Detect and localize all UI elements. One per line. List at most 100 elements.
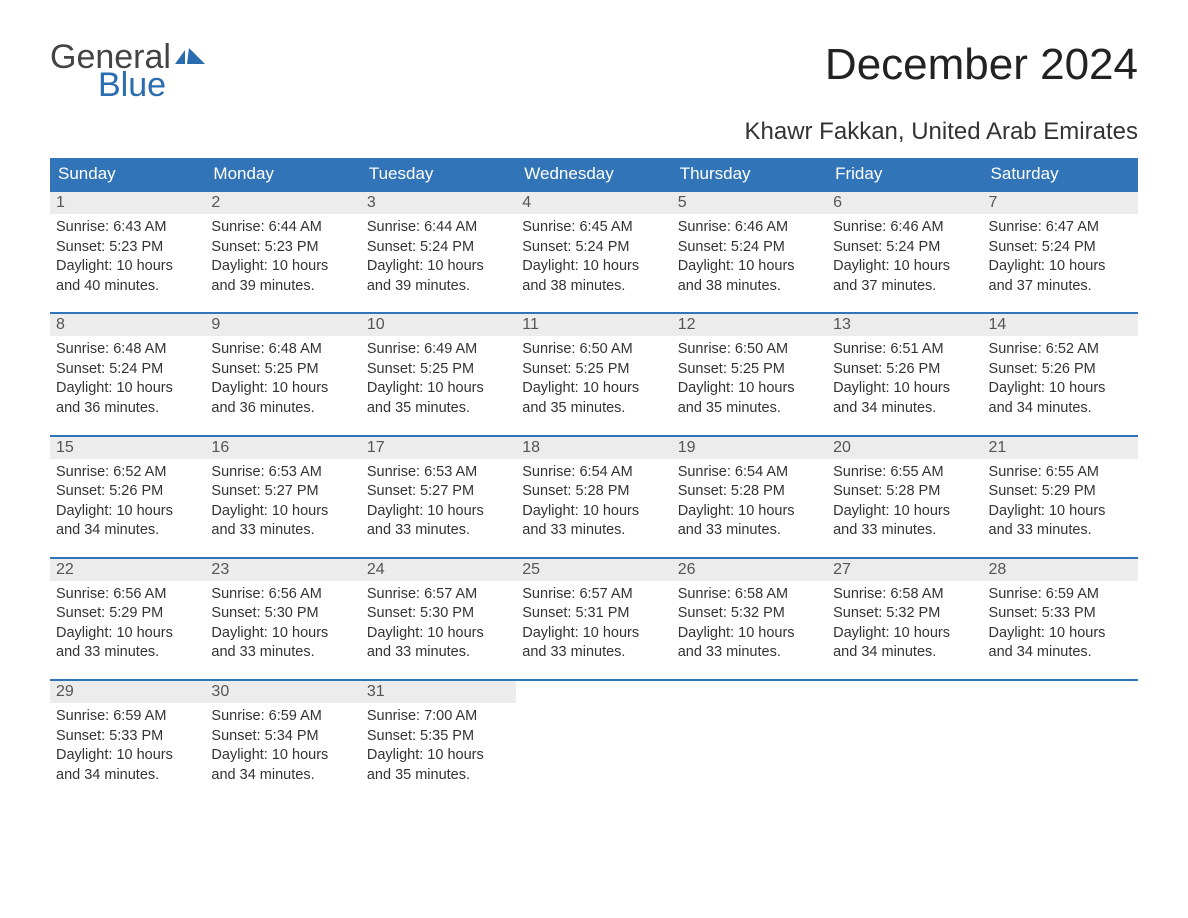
day-line-sr: Sunrise: 6:53 AM (211, 463, 354, 483)
day-line-d1: Daylight: 10 hours (678, 624, 821, 644)
day-line-d1: Daylight: 10 hours (211, 624, 354, 644)
day-details: Sunrise: 6:46 AMSunset: 5:24 PMDaylight:… (827, 214, 982, 302)
day-line-ss: Sunset: 5:32 PM (678, 604, 821, 624)
day-cell: 1Sunrise: 6:43 AMSunset: 5:23 PMDaylight… (50, 192, 205, 302)
day-cell: 2Sunrise: 6:44 AMSunset: 5:23 PMDaylight… (205, 192, 360, 302)
day-line-sr: Sunrise: 6:59 AM (56, 707, 199, 727)
day-number: 5 (672, 192, 827, 214)
day-details: Sunrise: 6:58 AMSunset: 5:32 PMDaylight:… (672, 581, 827, 669)
day-line-d2: and 40 minutes. (56, 277, 199, 297)
day-details: Sunrise: 6:52 AMSunset: 5:26 PMDaylight:… (50, 459, 205, 547)
day-details: Sunrise: 6:47 AMSunset: 5:24 PMDaylight:… (983, 214, 1138, 302)
day-line-sr: Sunrise: 6:50 AM (522, 340, 665, 360)
day-line-d1: Daylight: 10 hours (211, 746, 354, 766)
day-line-sr: Sunrise: 6:51 AM (833, 340, 976, 360)
day-line-ss: Sunset: 5:24 PM (989, 238, 1132, 258)
day-number: 25 (516, 559, 671, 581)
day-number: 29 (50, 681, 205, 703)
day-line-d2: and 33 minutes. (522, 643, 665, 663)
day-cell: 8Sunrise: 6:48 AMSunset: 5:24 PMDaylight… (50, 314, 205, 424)
day-number: 22 (50, 559, 205, 581)
day-line-ss: Sunset: 5:24 PM (833, 238, 976, 258)
day-line-d2: and 33 minutes. (522, 521, 665, 541)
day-line-sr: Sunrise: 6:48 AM (211, 340, 354, 360)
day-line-ss: Sunset: 5:26 PM (833, 360, 976, 380)
day-line-ss: Sunset: 5:24 PM (678, 238, 821, 258)
day-line-d1: Daylight: 10 hours (367, 257, 510, 277)
day-line-ss: Sunset: 5:24 PM (367, 238, 510, 258)
week-row: 29Sunrise: 6:59 AMSunset: 5:33 PMDayligh… (50, 679, 1138, 791)
day-line-d2: and 33 minutes. (56, 643, 199, 663)
logo-word2: Blue (50, 68, 205, 102)
day-line-sr: Sunrise: 6:58 AM (833, 585, 976, 605)
day-number: 15 (50, 437, 205, 459)
day-details: Sunrise: 6:53 AMSunset: 5:27 PMDaylight:… (205, 459, 360, 547)
day-details: Sunrise: 6:59 AMSunset: 5:33 PMDaylight:… (983, 581, 1138, 669)
day-line-ss: Sunset: 5:25 PM (678, 360, 821, 380)
day-details: Sunrise: 7:00 AMSunset: 5:35 PMDaylight:… (361, 703, 516, 791)
empty-cell (827, 681, 982, 791)
day-line-ss: Sunset: 5:23 PM (211, 238, 354, 258)
day-line-sr: Sunrise: 6:54 AM (522, 463, 665, 483)
day-line-d2: and 33 minutes. (678, 521, 821, 541)
day-line-d1: Daylight: 10 hours (989, 379, 1132, 399)
day-line-d2: and 38 minutes. (678, 277, 821, 297)
day-line-d2: and 38 minutes. (522, 277, 665, 297)
day-line-d1: Daylight: 10 hours (678, 257, 821, 277)
day-number: 1 (50, 192, 205, 214)
day-number: 16 (205, 437, 360, 459)
day-details: Sunrise: 6:56 AMSunset: 5:30 PMDaylight:… (205, 581, 360, 669)
day-line-sr: Sunrise: 6:48 AM (56, 340, 199, 360)
day-line-d1: Daylight: 10 hours (367, 624, 510, 644)
day-line-d2: and 33 minutes. (367, 521, 510, 541)
day-line-d1: Daylight: 10 hours (211, 502, 354, 522)
day-number: 14 (983, 314, 1138, 336)
day-line-d1: Daylight: 10 hours (367, 746, 510, 766)
day-cell: 29Sunrise: 6:59 AMSunset: 5:33 PMDayligh… (50, 681, 205, 791)
day-cell: 12Sunrise: 6:50 AMSunset: 5:25 PMDayligh… (672, 314, 827, 424)
day-line-sr: Sunrise: 6:56 AM (56, 585, 199, 605)
day-line-sr: Sunrise: 6:46 AM (678, 218, 821, 238)
weekday-header: Tuesday (361, 158, 516, 190)
day-line-ss: Sunset: 5:26 PM (56, 482, 199, 502)
week-row: 1Sunrise: 6:43 AMSunset: 5:23 PMDaylight… (50, 190, 1138, 302)
day-number: 24 (361, 559, 516, 581)
day-line-sr: Sunrise: 6:57 AM (522, 585, 665, 605)
day-line-sr: Sunrise: 6:59 AM (989, 585, 1132, 605)
day-line-ss: Sunset: 5:28 PM (833, 482, 976, 502)
day-line-ss: Sunset: 5:28 PM (522, 482, 665, 502)
day-details: Sunrise: 6:54 AMSunset: 5:28 PMDaylight:… (516, 459, 671, 547)
day-line-ss: Sunset: 5:31 PM (522, 604, 665, 624)
day-line-d2: and 34 minutes. (833, 643, 976, 663)
day-line-ss: Sunset: 5:27 PM (211, 482, 354, 502)
day-cell: 15Sunrise: 6:52 AMSunset: 5:26 PMDayligh… (50, 437, 205, 547)
day-details: Sunrise: 6:43 AMSunset: 5:23 PMDaylight:… (50, 214, 205, 302)
day-number: 4 (516, 192, 671, 214)
empty-cell (983, 681, 1138, 791)
week-row: 8Sunrise: 6:48 AMSunset: 5:24 PMDaylight… (50, 312, 1138, 424)
day-number: 3 (361, 192, 516, 214)
day-cell: 4Sunrise: 6:45 AMSunset: 5:24 PMDaylight… (516, 192, 671, 302)
day-line-sr: Sunrise: 6:57 AM (367, 585, 510, 605)
day-line-d2: and 35 minutes. (367, 766, 510, 786)
day-line-ss: Sunset: 5:24 PM (522, 238, 665, 258)
day-line-sr: Sunrise: 6:49 AM (367, 340, 510, 360)
day-cell: 5 Sunrise: 6:46 AMSunset: 5:24 PMDaylight… (672, 192, 827, 302)
day-details: Sunrise: 6:55 AMSunset: 5:29 PMDaylight:… (983, 459, 1138, 547)
day-cell: 31Sunrise: 7:00 AMSunset: 5:35 PMDayligh… (361, 681, 516, 791)
day-line-d1: Daylight: 10 hours (522, 379, 665, 399)
day-cell: 25Sunrise: 6:57 AMSunset: 5:31 PMDayligh… (516, 559, 671, 669)
day-line-d2: and 33 minutes. (989, 521, 1132, 541)
day-line-sr: Sunrise: 6:55 AM (989, 463, 1132, 483)
day-number: 12 (672, 314, 827, 336)
day-line-d2: and 33 minutes. (211, 521, 354, 541)
day-cell: 17Sunrise: 6:53 AMSunset: 5:27 PMDayligh… (361, 437, 516, 547)
day-number: 30 (205, 681, 360, 703)
empty-cell (516, 681, 671, 791)
day-details: Sunrise: 6:51 AMSunset: 5:26 PMDaylight:… (827, 336, 982, 424)
day-line-d2: and 33 minutes. (367, 643, 510, 663)
day-cell: 24Sunrise: 6:57 AMSunset: 5:30 PMDayligh… (361, 559, 516, 669)
day-number: 2 (205, 192, 360, 214)
day-line-ss: Sunset: 5:30 PM (211, 604, 354, 624)
day-line-d1: Daylight: 10 hours (56, 379, 199, 399)
